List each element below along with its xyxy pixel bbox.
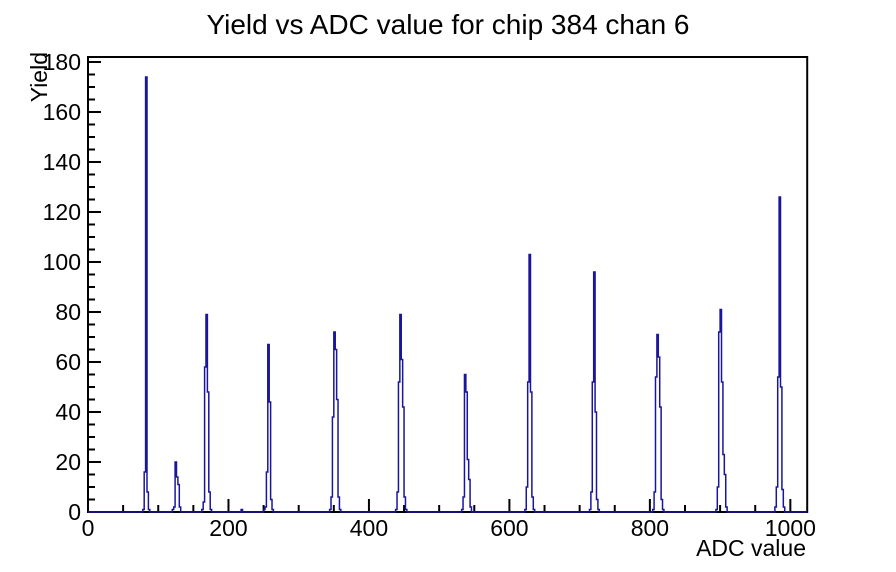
y-tick-label: 20: [55, 449, 81, 475]
y-tick-label: 100: [43, 249, 81, 275]
y-tick-label: 60: [55, 349, 81, 375]
y-tick-label: 40: [55, 399, 81, 425]
y-tick-label: 160: [43, 99, 81, 125]
y-tick-label: 0: [68, 499, 81, 525]
tick-labels: 0 20 40 60 80 100 120 140 160 180 0 200 400 600 800 100…: [43, 49, 816, 541]
x-tick-label: 0: [82, 515, 95, 541]
x-axis-title: ADC value: [696, 535, 806, 561]
x-tick-label: 1000: [765, 515, 816, 541]
x-tick-label: 800: [631, 515, 669, 541]
x-tick-label: 200: [209, 515, 247, 541]
plot-title: Yield vs ADC value for chip 384 chan 6: [206, 9, 689, 40]
y-tick-label: 140: [43, 149, 81, 175]
plot-frame: [87, 56, 809, 513]
axis-ticks: [87, 61, 792, 513]
x-tick-label: 400: [350, 515, 388, 541]
y-tick-label: 80: [55, 299, 81, 325]
histogram-line: [88, 76, 808, 513]
y-axis-title: Yield: [26, 52, 52, 102]
y-tick-label: 180: [43, 49, 81, 75]
y-tick-label: 120: [43, 199, 81, 225]
x-tick-label: 600: [490, 515, 528, 541]
